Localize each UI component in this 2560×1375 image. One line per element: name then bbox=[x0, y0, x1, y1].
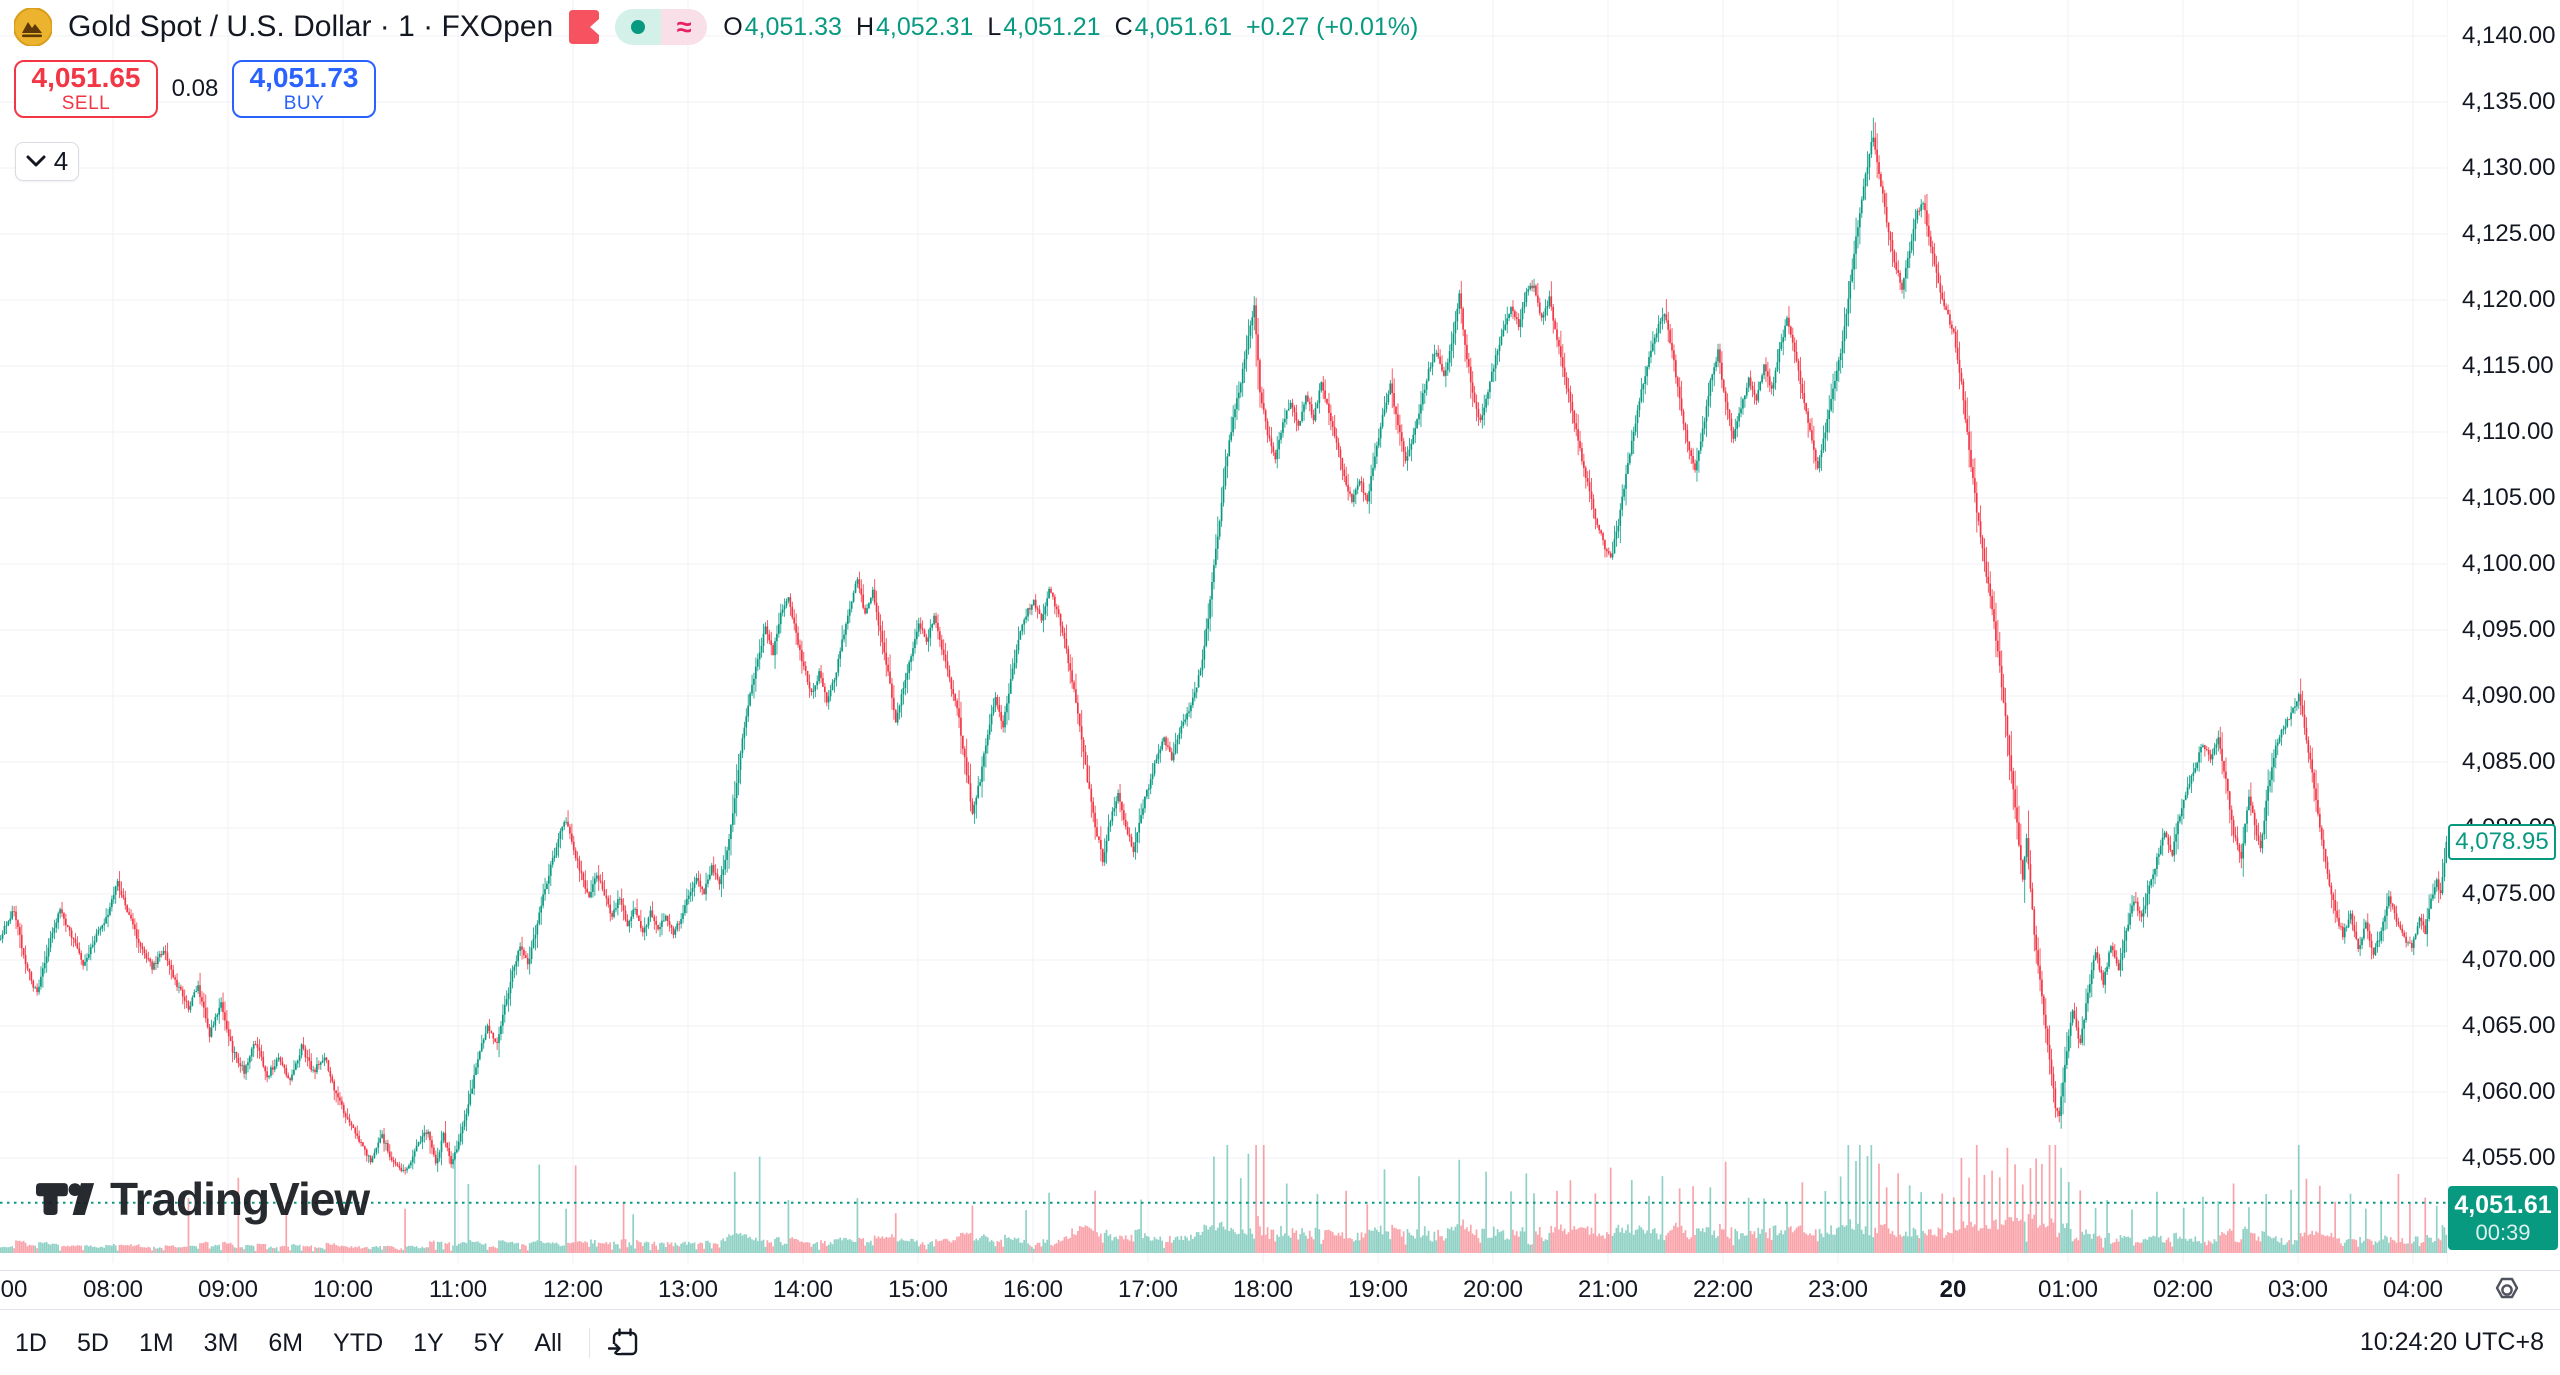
time-tick: 09:00 bbox=[197, 1276, 259, 1303]
time-tick: 20:00 bbox=[1462, 1276, 1524, 1303]
price-tick: 4,060.00 bbox=[2462, 1078, 2556, 1105]
low-letter: L bbox=[987, 12, 1002, 41]
go-to-date-button[interactable] bbox=[608, 1327, 640, 1359]
range-5y[interactable]: 5Y bbox=[473, 1328, 505, 1357]
price-axis[interactable] bbox=[2447, 0, 2560, 1263]
price-tick: 4,070.00 bbox=[2462, 946, 2556, 973]
time-tick: 16:00 bbox=[1002, 1276, 1064, 1303]
buy-price: 4,051.73 bbox=[249, 62, 359, 93]
gridlines bbox=[0, 0, 2447, 1263]
sell-button[interactable]: 4,051.65 SELL bbox=[14, 60, 158, 118]
candlestick-canvas[interactable] bbox=[0, 0, 2447, 1263]
price-tick: 4,110.00 bbox=[2462, 418, 2554, 445]
axis-settings-gear-icon[interactable] bbox=[2490, 1273, 2524, 1307]
range-ytd[interactable]: YTD bbox=[333, 1328, 384, 1357]
sell-price: 4,051.65 bbox=[31, 62, 141, 93]
range-1y[interactable]: 1Y bbox=[413, 1328, 444, 1357]
range-3m[interactable]: 3M bbox=[203, 1328, 239, 1357]
price-tick: 4,135.00 bbox=[2462, 88, 2556, 115]
price-tick: 4,120.00 bbox=[2462, 286, 2556, 313]
sell-label: SELL bbox=[61, 93, 111, 114]
time-tick: 23:00 bbox=[1807, 1276, 1869, 1303]
toolbar-divider bbox=[589, 1327, 591, 1358]
realtime-dot-icon[interactable] bbox=[615, 9, 662, 45]
last-candle-price-label: 4,078.95 bbox=[2448, 823, 2556, 860]
price-tick: 4,140.00 bbox=[2462, 22, 2556, 49]
trade-panel: 4,051.65 SELL 0.08 4,051.73 BUY bbox=[14, 60, 376, 118]
high-value: 4,052.31 bbox=[876, 12, 974, 41]
time-axis[interactable] bbox=[0, 1270, 2560, 1310]
chip-count: 4 bbox=[53, 146, 69, 176]
change-value: +0.27 (+0.01%) bbox=[1245, 12, 1419, 41]
market-status-flag-icon[interactable] bbox=[569, 10, 600, 44]
data-status-capsule: ≈ bbox=[615, 9, 708, 45]
volume-up-bars bbox=[0, 1145, 2447, 1253]
range-1m[interactable]: 1M bbox=[138, 1328, 174, 1357]
time-tick: 03:00 bbox=[2267, 1276, 2329, 1303]
price-tick: 4,085.00 bbox=[2462, 748, 2556, 775]
watermark-text: TradingView bbox=[110, 1173, 370, 1225]
time-tick: 00 bbox=[0, 1276, 28, 1303]
time-tick: 02:00 bbox=[2152, 1276, 2214, 1303]
low-value: 4,051.21 bbox=[1003, 12, 1101, 41]
spread-value: 0.08 bbox=[171, 75, 219, 102]
buy-button[interactable]: 4,051.73 BUY bbox=[232, 60, 376, 118]
price-tick: 4,090.00 bbox=[2462, 682, 2556, 709]
time-tick: 22:00 bbox=[1692, 1276, 1754, 1303]
legend-collapse-chip[interactable]: 4 bbox=[15, 142, 79, 181]
time-tick: 20 bbox=[1939, 1276, 1967, 1303]
calendar-arrow-icon bbox=[608, 1327, 638, 1355]
time-tick: 04:00 bbox=[2382, 1276, 2444, 1303]
bar-countdown: 00:39 bbox=[2475, 1220, 2531, 1246]
symbol-legend: Gold Spot / U.S. Dollar · 1 · FXOpen ≈ O… bbox=[14, 8, 1418, 46]
up-candles bbox=[0, 117, 2447, 1174]
time-tick: 13:00 bbox=[657, 1276, 719, 1303]
bottom-toolbar: 1D 5D 1M 3M 6M YTD 1Y 5Y All 10:24:20 UT… bbox=[0, 1309, 2560, 1375]
tradingview-watermark[interactable]: TradingView bbox=[36, 1172, 370, 1226]
ohlc-readout: O 4,051.33 H 4,052.31 L 4,051.21 C 4,051.61 … bbox=[723, 13, 1418, 42]
open-letter: O bbox=[723, 12, 743, 41]
price-tick: 4,065.00 bbox=[2462, 1012, 2556, 1039]
time-tick: 10:00 bbox=[312, 1276, 374, 1303]
range-all[interactable]: All bbox=[534, 1328, 563, 1357]
high-letter: H bbox=[855, 12, 875, 41]
price-tick: 4,115.00 bbox=[2462, 352, 2554, 379]
time-tick: 18:00 bbox=[1232, 1276, 1294, 1303]
time-tick: 14:00 bbox=[772, 1276, 834, 1303]
tradingview-logo-icon bbox=[36, 1183, 95, 1215]
time-tick: 15:00 bbox=[887, 1276, 949, 1303]
current-price-label: 4,051.61 00:39 bbox=[2448, 1185, 2558, 1250]
close-value: 4,051.61 bbox=[1134, 12, 1232, 41]
buy-label: BUY bbox=[283, 93, 325, 114]
price-tick: 4,055.00 bbox=[2462, 1144, 2556, 1171]
time-tick: 12:00 bbox=[542, 1276, 604, 1303]
time-tick: 17:00 bbox=[1117, 1276, 1179, 1303]
range-1d[interactable]: 1D bbox=[15, 1328, 47, 1357]
time-tick: 19:00 bbox=[1347, 1276, 1409, 1303]
symbol-title[interactable]: Gold Spot / U.S. Dollar · 1 · FXOpen bbox=[68, 10, 554, 43]
time-tick: 11:00 bbox=[428, 1276, 488, 1303]
down-candles bbox=[13, 122, 2442, 1175]
time-tick: 08:00 bbox=[82, 1276, 144, 1303]
price-tick: 4,075.00 bbox=[2462, 880, 2556, 907]
open-value: 4,051.33 bbox=[744, 12, 842, 41]
gold-symbol-icon bbox=[14, 8, 52, 46]
approx-price-icon[interactable]: ≈ bbox=[661, 9, 708, 45]
close-letter: C bbox=[1114, 12, 1133, 41]
current-price-value: 4,051.61 bbox=[2454, 1191, 2552, 1220]
session-clock[interactable]: 10:24:20 UTC+8 bbox=[2359, 1328, 2544, 1356]
chevron-down-icon bbox=[26, 155, 46, 166]
price-tick: 4,095.00 bbox=[2462, 616, 2556, 643]
time-tick: 21:00 bbox=[1577, 1276, 1639, 1303]
range-5d[interactable]: 5D bbox=[76, 1328, 109, 1357]
price-tick: 4,105.00 bbox=[2462, 484, 2556, 511]
time-tick: 01:00 bbox=[2037, 1276, 2099, 1303]
price-tick: 4,130.00 bbox=[2462, 154, 2556, 181]
price-tick: 4,125.00 bbox=[2462, 220, 2556, 247]
range-6m[interactable]: 6M bbox=[268, 1328, 304, 1357]
price-tick: 4,100.00 bbox=[2462, 550, 2556, 577]
